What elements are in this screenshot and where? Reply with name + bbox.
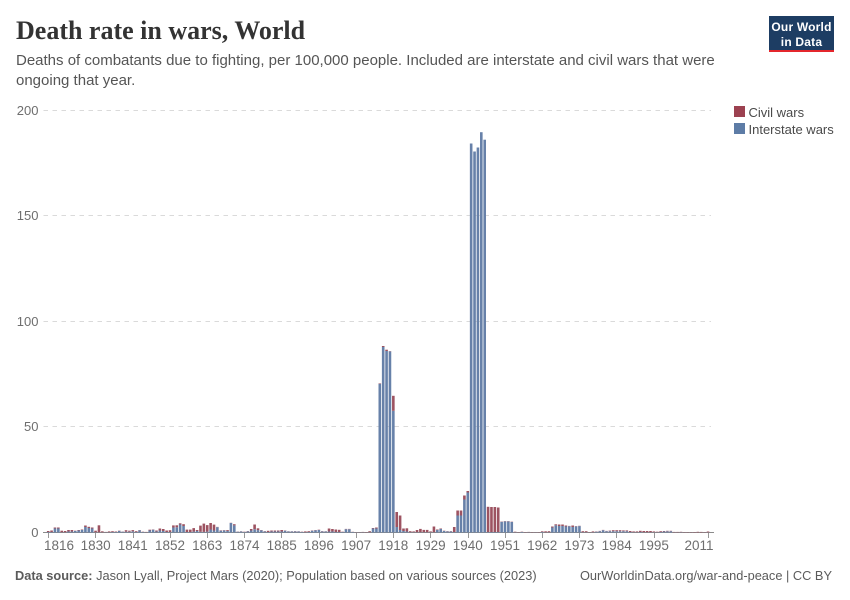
svg-text:1940: 1940 xyxy=(453,538,483,553)
svg-text:1816: 1816 xyxy=(44,538,74,553)
svg-text:1830: 1830 xyxy=(81,538,111,553)
svg-text:0: 0 xyxy=(31,525,38,540)
svg-text:100: 100 xyxy=(17,314,39,329)
svg-text:1951: 1951 xyxy=(490,538,520,553)
svg-text:1852: 1852 xyxy=(155,538,185,553)
svg-text:1874: 1874 xyxy=(229,538,260,553)
svg-text:1918: 1918 xyxy=(378,538,408,553)
svg-text:1885: 1885 xyxy=(267,538,297,553)
svg-text:1863: 1863 xyxy=(192,538,222,553)
svg-text:1995: 1995 xyxy=(639,538,669,553)
svg-text:1962: 1962 xyxy=(527,538,557,553)
svg-text:200: 200 xyxy=(17,103,39,118)
svg-text:1841: 1841 xyxy=(118,538,148,553)
svg-text:2011: 2011 xyxy=(684,538,713,553)
svg-text:1929: 1929 xyxy=(416,538,446,553)
svg-text:1907: 1907 xyxy=(341,538,371,553)
svg-text:1984: 1984 xyxy=(602,538,633,553)
svg-text:150: 150 xyxy=(17,208,39,223)
svg-text:1896: 1896 xyxy=(304,538,334,553)
svg-text:50: 50 xyxy=(24,419,38,434)
svg-text:1973: 1973 xyxy=(564,538,594,553)
